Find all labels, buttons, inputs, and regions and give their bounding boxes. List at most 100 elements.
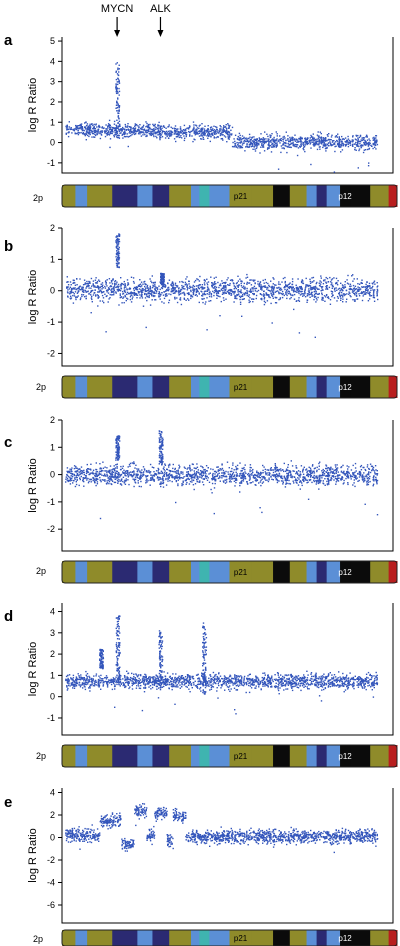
data-point bbox=[159, 293, 161, 296]
data-point bbox=[375, 142, 378, 144]
data-point bbox=[351, 291, 354, 293]
data-point bbox=[251, 287, 253, 289]
data-point bbox=[109, 285, 111, 288]
data-point bbox=[152, 291, 155, 293]
data-point bbox=[277, 479, 279, 482]
data-point bbox=[215, 276, 217, 278]
data-point bbox=[163, 297, 166, 300]
data-point bbox=[311, 472, 314, 474]
data-point bbox=[247, 146, 249, 148]
data-point bbox=[95, 123, 97, 125]
data-point bbox=[268, 142, 270, 144]
spike-point bbox=[118, 137, 121, 139]
data-point bbox=[272, 140, 274, 142]
data-point bbox=[219, 283, 222, 285]
data-point bbox=[210, 296, 213, 298]
data-point bbox=[174, 290, 177, 293]
data-point bbox=[120, 484, 123, 486]
data-point bbox=[313, 286, 315, 288]
data-point bbox=[196, 133, 198, 135]
spike-point bbox=[117, 243, 119, 246]
data-point bbox=[81, 128, 83, 130]
data-point bbox=[295, 284, 297, 286]
data-point bbox=[364, 286, 366, 288]
data-point bbox=[149, 479, 151, 481]
data-point bbox=[104, 466, 106, 468]
data-point bbox=[73, 293, 75, 295]
data-point bbox=[100, 467, 102, 470]
spike-point bbox=[117, 243, 120, 245]
data-point bbox=[266, 300, 269, 302]
data-point bbox=[107, 133, 109, 135]
data-point bbox=[243, 139, 246, 142]
data-point bbox=[207, 131, 209, 133]
data-point bbox=[66, 474, 68, 476]
data-point bbox=[75, 297, 77, 299]
data-point bbox=[323, 141, 325, 143]
data-point bbox=[338, 145, 340, 147]
data-point bbox=[289, 136, 291, 139]
data-point bbox=[186, 276, 188, 278]
data-point bbox=[162, 476, 164, 478]
data-point bbox=[100, 469, 103, 471]
data-point bbox=[334, 150, 336, 153]
data-point bbox=[322, 473, 324, 476]
data-point bbox=[366, 464, 369, 466]
data-point bbox=[257, 471, 259, 474]
data-point bbox=[294, 143, 296, 146]
data-point bbox=[273, 286, 275, 288]
data-point bbox=[226, 141, 228, 143]
data-point bbox=[341, 478, 343, 480]
data-point bbox=[182, 281, 184, 284]
data-point bbox=[133, 289, 135, 292]
data-point bbox=[95, 282, 97, 284]
data-point bbox=[229, 292, 231, 294]
data-point bbox=[91, 136, 93, 138]
data-point bbox=[338, 291, 341, 294]
data-point bbox=[91, 130, 93, 132]
data-point bbox=[195, 129, 197, 132]
data-point bbox=[262, 285, 264, 288]
data-point bbox=[138, 291, 140, 293]
data-point bbox=[111, 130, 114, 132]
data-point bbox=[343, 470, 345, 473]
data-point bbox=[93, 286, 95, 288]
data-point bbox=[264, 131, 266, 133]
data-point bbox=[141, 292, 143, 294]
data-point bbox=[190, 295, 193, 297]
data-point bbox=[79, 278, 81, 280]
data-point bbox=[230, 292, 233, 295]
data-point bbox=[105, 132, 108, 135]
data-point bbox=[90, 290, 92, 292]
spike-point bbox=[117, 77, 119, 79]
data-point bbox=[209, 140, 211, 143]
data-point bbox=[172, 282, 174, 284]
data-point bbox=[66, 128, 69, 130]
data-point bbox=[331, 134, 333, 136]
data-point bbox=[97, 130, 99, 132]
data-point bbox=[244, 294, 246, 296]
data-point bbox=[144, 290, 147, 292]
data-point bbox=[268, 284, 270, 287]
chromosome-band bbox=[229, 376, 252, 398]
data-point bbox=[272, 288, 275, 290]
data-point bbox=[344, 137, 347, 139]
data-point bbox=[68, 126, 71, 128]
data-point bbox=[145, 480, 147, 482]
data-point bbox=[324, 147, 327, 150]
data-point bbox=[196, 290, 198, 292]
data-point bbox=[219, 133, 222, 135]
data-point bbox=[324, 137, 327, 139]
data-point bbox=[343, 472, 345, 475]
data-point bbox=[178, 464, 180, 466]
data-point bbox=[241, 146, 243, 149]
data-point bbox=[123, 289, 126, 291]
data-point bbox=[175, 472, 177, 474]
data-point bbox=[288, 140, 291, 142]
data-point bbox=[178, 287, 180, 289]
data-point bbox=[215, 137, 217, 139]
data-point bbox=[148, 296, 150, 299]
data-point bbox=[215, 286, 218, 288]
data-point bbox=[111, 126, 114, 129]
data-point bbox=[337, 297, 339, 299]
